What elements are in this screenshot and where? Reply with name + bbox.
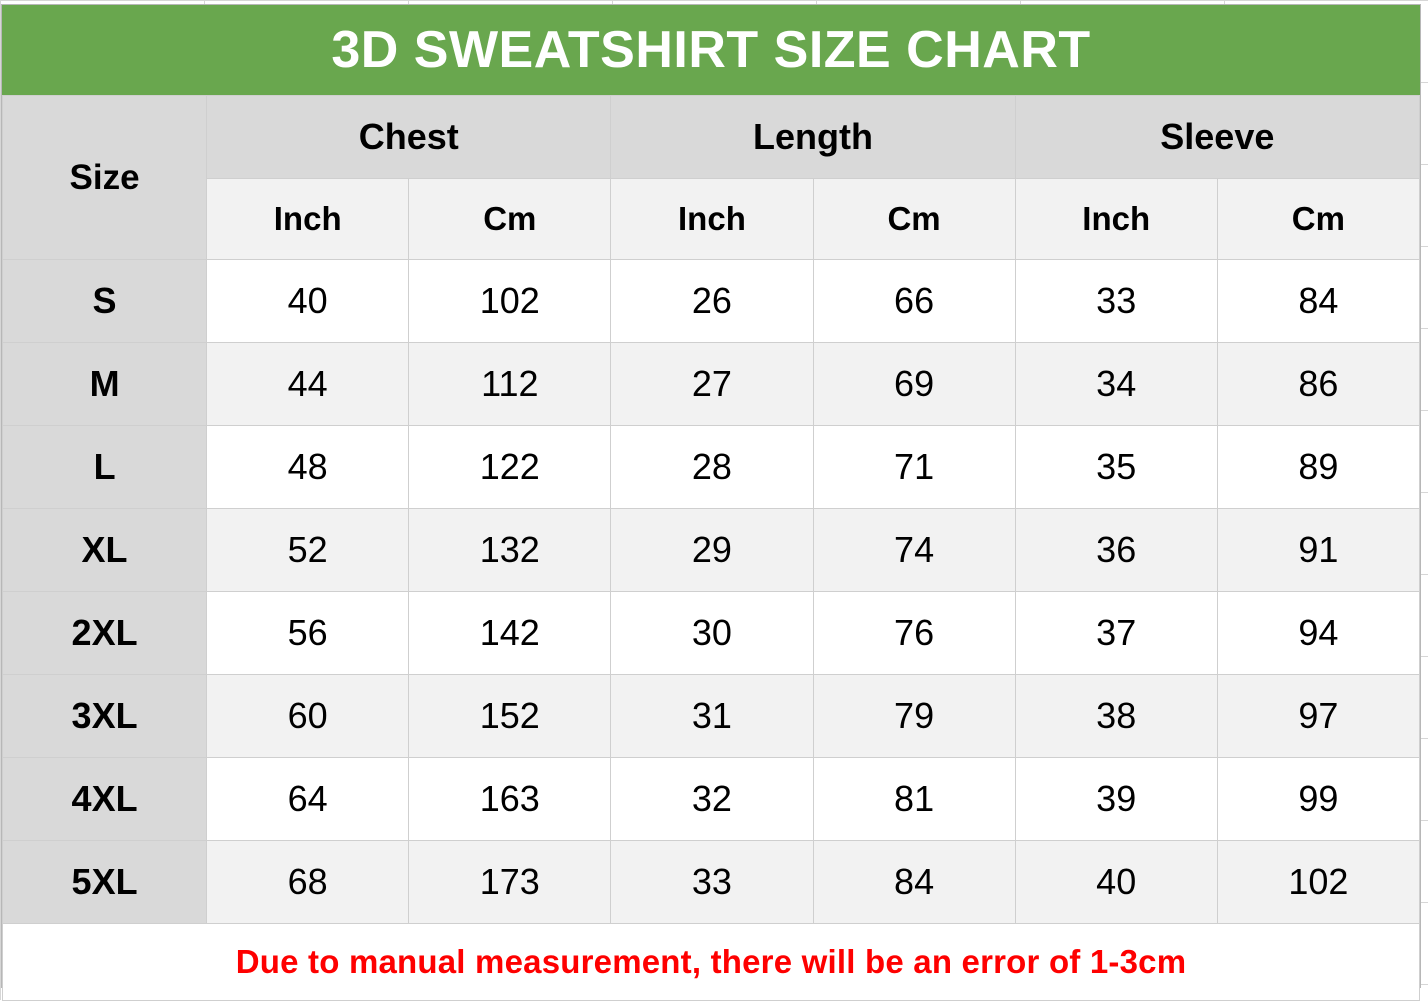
cell-sleeve-inch: 35 <box>1014 425 1218 509</box>
table-foot: Due to manual measurement, there will be… <box>2 923 1420 1001</box>
table-row: XL 52 132 29 74 36 91 <box>1 508 1421 592</box>
cell-sleeve-inch: 36 <box>1014 508 1218 592</box>
cell-chest-inch: 52 <box>206 508 410 592</box>
cell-chest-cm: 173 <box>408 840 612 924</box>
cell-chest-inch: 40 <box>206 259 410 343</box>
column-header-size: Size <box>1 95 208 260</box>
size-chart-table-container: 3D SWEATSHIRT SIZE CHART Size Chest Leng… <box>1 4 1421 1001</box>
header-row-units: Inch Cm Inch Cm Inch Cm <box>3 178 1421 260</box>
cell-chest-inch: 68 <box>206 840 410 924</box>
table-row: 5XL 68 173 33 84 40 102 <box>1 840 1421 924</box>
cell-size-label: L <box>1 425 208 509</box>
table-row: L 48 122 28 71 35 89 <box>1 425 1421 509</box>
cell-chest-cm: 152 <box>408 674 612 758</box>
cell-length-cm: 81 <box>812 757 1016 841</box>
unit-header-sleeve-inch: Inch <box>1014 178 1218 260</box>
cell-chest-inch: 48 <box>206 425 410 509</box>
cell-chest-cm: 163 <box>408 757 612 841</box>
cell-chest-inch: 64 <box>206 757 410 841</box>
unit-header-sleeve-cm: Cm <box>1216 178 1421 260</box>
cell-length-cm: 69 <box>812 342 1016 426</box>
header-row-groups: Size Chest Length Sleeve <box>1 95 1421 260</box>
cell-length-cm: 66 <box>812 259 1016 343</box>
chart-title-banner: 3D SWEATSHIRT SIZE CHART <box>2 5 1420 95</box>
cell-sleeve-inch: 37 <box>1014 591 1218 675</box>
cell-chest-cm: 132 <box>408 508 612 592</box>
unit-header-length-inch: Inch <box>610 178 814 260</box>
cell-sleeve-inch: 33 <box>1014 259 1218 343</box>
cell-size-label: 4XL <box>1 757 208 841</box>
cell-length-inch: 29 <box>610 508 814 592</box>
measurement-disclaimer-note: Due to manual measurement, there will be… <box>2 923 1420 1001</box>
cell-size-label: 2XL <box>1 591 208 675</box>
cell-chest-cm: 122 <box>408 425 612 509</box>
cell-length-cm: 84 <box>812 840 1016 924</box>
cell-length-cm: 71 <box>812 425 1016 509</box>
unit-header-length-cm: Cm <box>812 178 1016 260</box>
cell-sleeve-cm: 91 <box>1216 508 1421 592</box>
cell-length-inch: 26 <box>610 259 814 343</box>
cell-length-inch: 33 <box>610 840 814 924</box>
cell-sleeve-cm: 99 <box>1216 757 1421 841</box>
table-head: Size Chest Length Sleeve Inch Cm Inch Cm… <box>1 95 1421 260</box>
cell-chest-cm: 112 <box>408 342 612 426</box>
cell-sleeve-cm: 86 <box>1216 342 1421 426</box>
table-row: 4XL 64 163 32 81 39 99 <box>1 757 1421 841</box>
cell-length-inch: 31 <box>610 674 814 758</box>
cell-sleeve-cm: 97 <box>1216 674 1421 758</box>
column-header-length: Length <box>610 95 1016 179</box>
unit-header-chest-inch: Inch <box>206 178 410 260</box>
cell-sleeve-cm: 102 <box>1216 840 1421 924</box>
cell-sleeve-inch: 40 <box>1014 840 1218 924</box>
cell-size-label: S <box>1 259 208 343</box>
table-row: 2XL 56 142 30 76 37 94 <box>1 591 1421 675</box>
cell-length-inch: 27 <box>610 342 814 426</box>
cell-sleeve-inch: 38 <box>1014 674 1218 758</box>
cell-chest-cm: 142 <box>408 591 612 675</box>
cell-length-cm: 74 <box>812 508 1016 592</box>
cell-length-inch: 28 <box>610 425 814 509</box>
cell-sleeve-inch: 39 <box>1014 757 1218 841</box>
cell-sleeve-cm: 84 <box>1216 259 1421 343</box>
table-row: 3XL 60 152 31 79 38 97 <box>1 674 1421 758</box>
column-header-sleeve: Sleeve <box>1014 95 1421 179</box>
page-title: 3D SWEATSHIRT SIZE CHART <box>331 21 1091 79</box>
table-row: M 44 112 27 69 34 86 <box>1 342 1421 426</box>
cell-chest-inch: 60 <box>206 674 410 758</box>
cell-length-inch: 32 <box>610 757 814 841</box>
cell-sleeve-inch: 34 <box>1014 342 1218 426</box>
cell-size-label: 3XL <box>1 674 208 758</box>
note-row: Due to manual measurement, there will be… <box>2 923 1420 1001</box>
cell-size-label: 5XL <box>1 840 208 924</box>
cell-chest-inch: 56 <box>206 591 410 675</box>
column-header-chest: Chest <box>206 95 612 179</box>
cell-chest-cm: 102 <box>408 259 612 343</box>
cell-sleeve-cm: 89 <box>1216 425 1421 509</box>
cell-length-inch: 30 <box>610 591 814 675</box>
cell-size-label: XL <box>1 508 208 592</box>
table-row: S 40 102 26 66 33 84 <box>1 259 1421 343</box>
cell-sleeve-cm: 94 <box>1216 591 1421 675</box>
cell-length-cm: 79 <box>812 674 1016 758</box>
table-body: S 40 102 26 66 33 84 M 44 112 27 69 34 86 L 48 122 28 71 35… <box>1 259 1421 924</box>
cell-length-cm: 76 <box>812 591 1016 675</box>
size-chart-table: Size Chest Length Sleeve Inch Cm Inch Cm… <box>1 95 1421 1001</box>
cell-size-label: M <box>1 342 208 426</box>
unit-header-chest-cm: Cm <box>408 178 612 260</box>
cell-chest-inch: 44 <box>206 342 410 426</box>
